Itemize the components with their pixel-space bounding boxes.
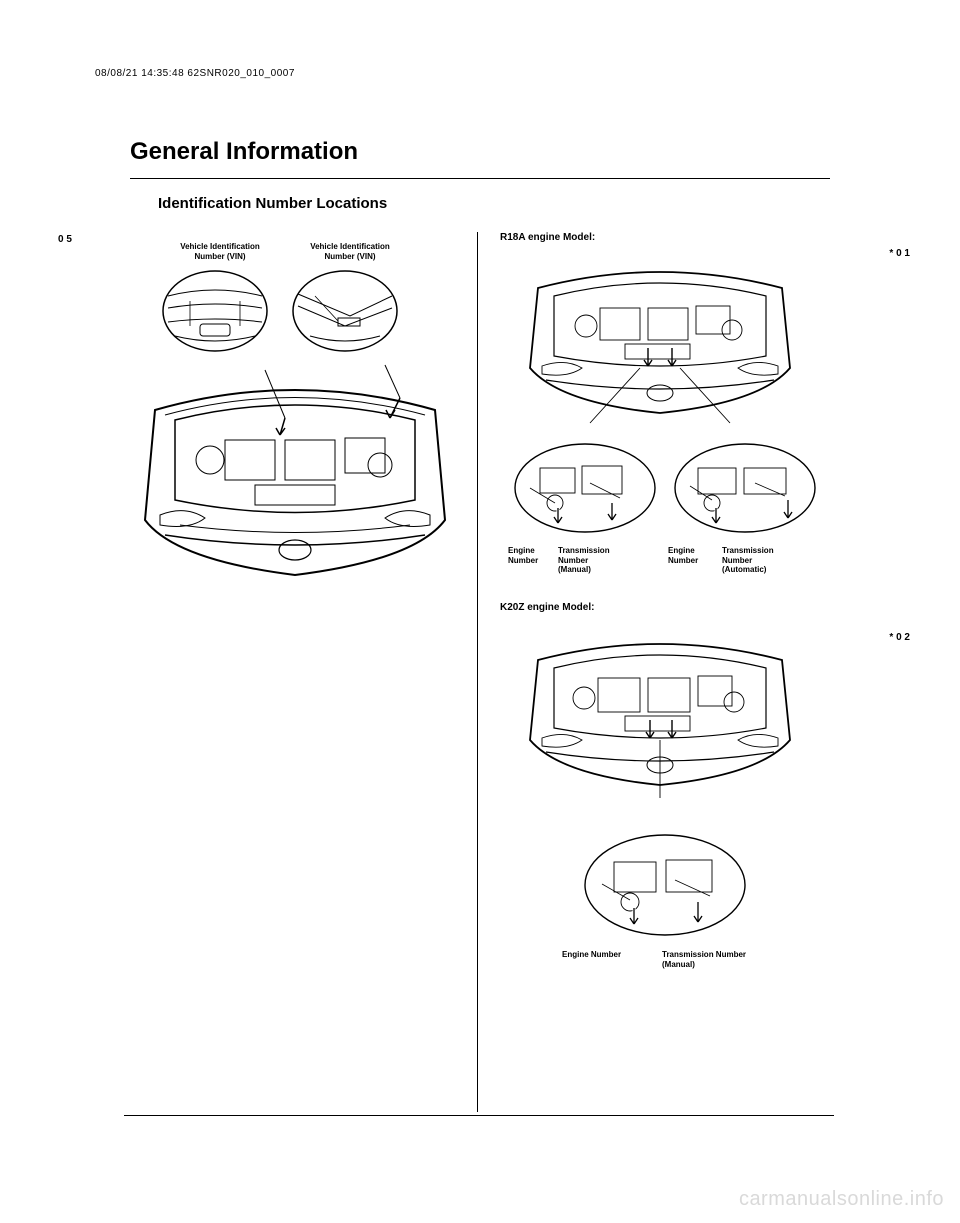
label-trans-2: Transmission Number (Automatic) xyxy=(722,546,774,575)
label-trans-1b: Number xyxy=(558,556,588,565)
engine-bay-left xyxy=(135,360,455,600)
right-margin-note-2: * 0 2 xyxy=(889,632,910,643)
column-divider xyxy=(477,232,478,1112)
label-eng-1a: Engine xyxy=(508,546,535,555)
engine-bay-r18a xyxy=(520,248,800,428)
section-title: Identification Number Locations xyxy=(158,195,387,212)
label-trans-2c: (Automatic) xyxy=(722,565,766,574)
label-eng-2b: Number xyxy=(668,556,698,565)
watermark: carmanualsonline.info xyxy=(739,1188,944,1211)
detail-oval-k20z xyxy=(580,830,750,940)
detail-oval-r18a-right xyxy=(670,438,820,538)
label-eng-2: Engine Number xyxy=(668,546,698,565)
label-trans-3: Transmission Number (Manual) xyxy=(662,950,746,969)
left-margin-note: 0 5 xyxy=(58,234,72,245)
vin-label-1: Vehicle Identification Number (VIN) xyxy=(170,242,270,261)
label-eng-1: Engine Number xyxy=(508,546,538,565)
label-eng-1b: Number xyxy=(508,556,538,565)
vin-detail-circle-2 xyxy=(290,266,400,356)
vin-label-2-line1: Vehicle Identification xyxy=(310,242,390,251)
label-trans-2b: Number xyxy=(722,556,752,565)
header-stamp: 08/08/21 14:35:48 62SNR020_010_0007 xyxy=(95,68,295,79)
page-title: General Information xyxy=(130,138,358,166)
vin-label-2: Vehicle Identification Number (VIN) xyxy=(300,242,400,261)
bottom-rule xyxy=(124,1115,834,1116)
label-trans-2a: Transmission xyxy=(722,546,774,555)
label-trans-3a: Transmission Number xyxy=(662,950,746,959)
label-trans-1c: (Manual) xyxy=(558,565,591,574)
model-2-label: K20Z engine Model: xyxy=(500,602,594,613)
label-trans-1: Transmission Number (Manual) xyxy=(558,546,610,575)
engine-bay-k20z xyxy=(520,620,800,800)
vin-label-1-line1: Vehicle Identification xyxy=(180,242,260,251)
label-eng-2a: Engine xyxy=(668,546,695,555)
model-1-label: R18A engine Model: xyxy=(500,232,595,243)
vin-detail-circle-1 xyxy=(160,266,270,356)
vin-label-2-line2: Number (VIN) xyxy=(324,252,375,261)
label-trans-1a: Transmission xyxy=(558,546,610,555)
label-eng-3: Engine Number xyxy=(562,950,621,960)
vin-label-1-line2: Number (VIN) xyxy=(194,252,245,261)
label-trans-3b: (Manual) xyxy=(662,960,695,969)
title-rule xyxy=(130,178,830,179)
detail-oval-r18a-left xyxy=(510,438,660,538)
right-margin-note-1: * 0 1 xyxy=(889,248,910,259)
